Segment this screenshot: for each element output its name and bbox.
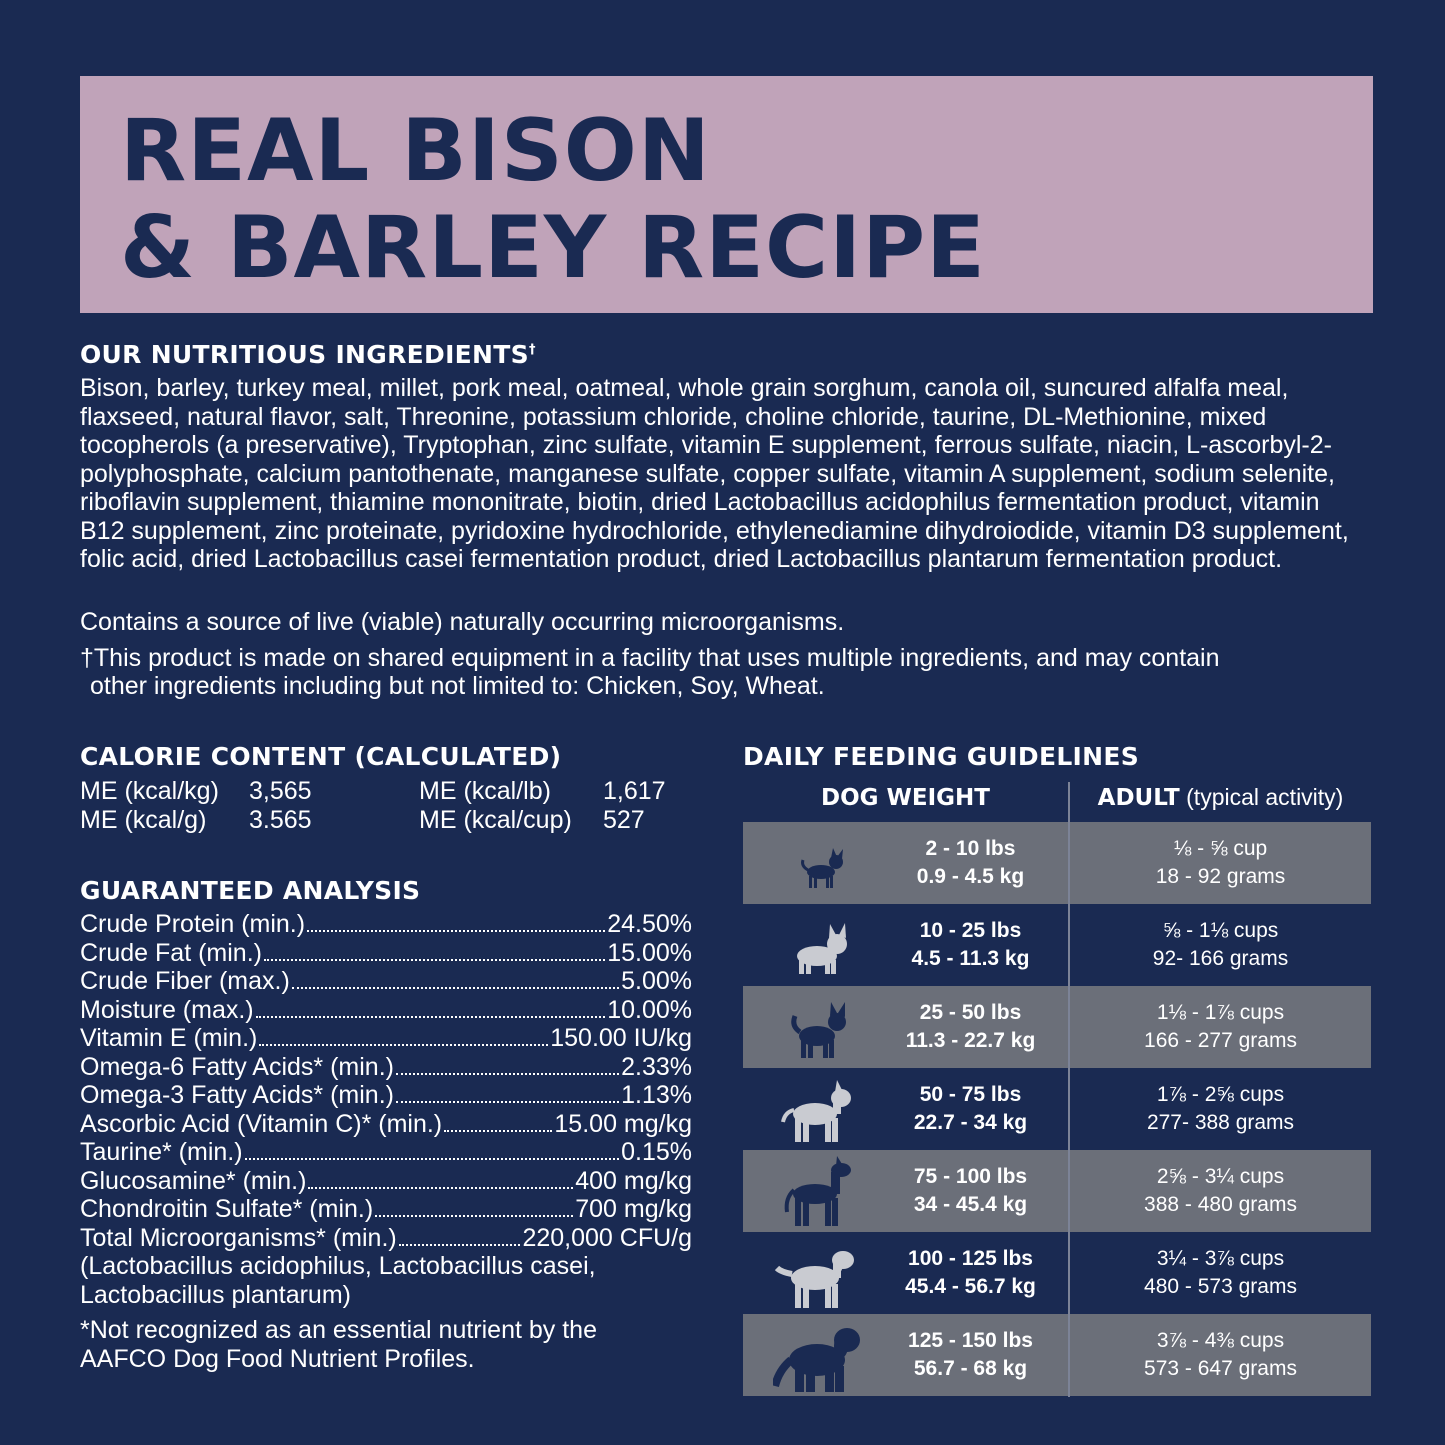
col-head-weight: DOG WEIGHT <box>821 785 990 811</box>
ingredients-list: Bison, barley, turkey meal, millet, pork… <box>80 374 1349 573</box>
chihuahua-icon <box>773 828 873 904</box>
title-line-2: & BARLEY RECIPE <box>120 198 986 298</box>
calorie-kg-label: ME (kcal/kg) <box>80 777 219 805</box>
calorie-g-value: 3.565 <box>249 806 312 834</box>
feeding-heading: DAILY FEEDING GUIDELINES <box>743 742 1140 771</box>
dog-weight-cell: 100 - 125 lbs 45.4 - 56.7 kg <box>905 1247 1036 1298</box>
great-dane-icon <box>773 1156 873 1232</box>
analysis-row: Omega-6 Fatty Acids* (min.) 2.33% <box>80 1052 692 1081</box>
feeding-amount-cell: 1⅛ - 1⅞ cups 166 - 277 grams <box>1144 1001 1297 1052</box>
analysis-row: Ascorbic Acid (Vitamin C)* (min.) 15.00 m… <box>80 1109 692 1138</box>
dog-weight-cell: 2 - 10 lbs 0.9 - 4.5 kg <box>916 837 1025 888</box>
analysis-row: Vitamin E (min.) 150.00 IU/kg <box>80 1024 692 1052</box>
retriever-icon <box>773 1238 873 1314</box>
analysis-heading: GUARANTEED ANALYSIS <box>80 876 421 905</box>
newfoundland-icon <box>771 1320 873 1396</box>
analysis-strains-line-1: (Lactobacillus acidophilus, Lactobacillu… <box>80 1252 596 1280</box>
feeding-amount-cell: ⅝ - 1⅛ cups 92- 166 grams <box>1152 919 1289 970</box>
feeding-row: 25 - 50 lbs 11.3 - 22.7 kg 1⅛ - 1⅞ cups 16… <box>743 986 1371 1068</box>
feeding-row: 10 - 25 lbs 4.5 - 11.3 kg ⅝ - 1⅛ cups 92- … <box>743 904 1371 986</box>
analysis-row: Crude Protein (min.) 24.50% <box>80 910 692 938</box>
dog-weight-cell: 125 - 150 lbs 56.7 - 68 kg <box>908 1329 1033 1380</box>
dog-weight-cell: 10 - 25 lbs 4.5 - 11.3 kg <box>911 919 1030 970</box>
dog-weight-cell: 75 - 100 lbs 34 - 45.4 kg <box>913 1165 1028 1216</box>
title-banner: REAL BISON & BARLEY RECIPE <box>80 76 1373 313</box>
allergen-note-line-1: †This product is made on shared equipmen… <box>80 644 1220 672</box>
calorie-cup-value: 527 <box>603 806 645 834</box>
analysis-row: Crude Fat (min.) 15.00% <box>80 938 692 967</box>
analysis-row: Total Microorganisms* (min.) 220,000 CFU/… <box>80 1223 692 1252</box>
feeding-row: 125 - 150 lbs 56.7 - 68 kg 3⅞ - 4⅜ cups 57… <box>743 1314 1371 1396</box>
calorie-lb-label: ME (kcal/lb) <box>419 777 551 805</box>
analysis-row: Moisture (max.) 10.00% <box>80 995 692 1024</box>
feeding-amount-cell: 3¼ - 3⅞ cups 480 - 573 grams <box>1144 1247 1297 1298</box>
dog-weight-cell: 50 - 75 lbs 22.7 - 34 kg <box>913 1083 1028 1134</box>
title-line-1: REAL BISON <box>120 101 711 201</box>
col-head-adult: ADULT (typical activity) <box>1097 784 1344 811</box>
feeding-row: 50 - 75 lbs 22.7 - 34 kg 1⅞ - 2⅝ cups 277-… <box>743 1068 1371 1150</box>
calorie-lb-value: 1,617 <box>603 777 666 805</box>
analysis-strains-line-2: Lactobacillus plantarum) <box>80 1280 351 1309</box>
feeding-amount-cell: 1⅞ - 2⅝ cups 277- 388 grams <box>1146 1083 1295 1134</box>
ingredients-heading: OUR NUTRITIOUS INGREDIENTS† <box>80 340 536 369</box>
analysis-footnote-line-2: AAFCO Dog Food Nutrient Profiles. <box>80 1344 475 1373</box>
feeding-amount-cell: 3⅞ - 4⅜ cups 573 - 647 grams <box>1144 1329 1297 1380</box>
calorie-kg-value: 3,565 <box>249 777 312 805</box>
analysis-row: Chondroitin Sulfate* (min.) 700 mg/kg <box>80 1195 692 1223</box>
analysis-row: Glucosamine* (min.) 400 mg/kg <box>80 1166 692 1195</box>
calorie-cup-label: ME (kcal/cup) <box>419 806 572 834</box>
french-bulldog-icon <box>773 910 873 986</box>
feeding-row: 75 - 100 lbs 34 - 45.4 kg 2⅝ - 3¼ cups 388… <box>743 1150 1371 1232</box>
dog-weight-cell: 25 - 50 lbs 11.3 - 22.7 kg <box>905 1001 1036 1052</box>
calorie-g-label: ME (kcal/g) <box>80 806 207 834</box>
table-divider <box>1068 782 1070 1397</box>
feeding-row: 2 - 10 lbs 0.9 - 4.5 kg ⅛ - ⅝ cup 18 - 92 … <box>743 822 1371 904</box>
allergen-note-line-2: other ingredients including but not limi… <box>90 672 825 700</box>
analysis-footnote-line-1: *Not recognized as an essential nutrient… <box>80 1316 597 1344</box>
feeding-amount-cell: ⅛ - ⅝ cup 18 - 92 grams <box>1155 837 1286 888</box>
analysis-row: Taurine* (min.) 0.15% <box>80 1138 692 1166</box>
terrier-icon <box>773 992 873 1068</box>
pitbull-icon <box>773 1074 873 1150</box>
calorie-heading: CALORIE CONTENT (CALCULATED) <box>80 742 562 771</box>
analysis-row: Crude Fiber (max.) 5.00% <box>80 967 692 995</box>
feeding-row: 100 - 125 lbs 45.4 - 56.7 kg 3¼ - 3⅞ cups… <box>743 1232 1371 1314</box>
feeding-amount-cell: 2⅝ - 3¼ cups 388 - 480 grams <box>1144 1165 1297 1216</box>
microorganisms-note: Contains a source of live (viable) natur… <box>80 608 845 636</box>
analysis-row: Omega-3 Fatty Acids* (min.) 1.13% <box>80 1081 692 1109</box>
